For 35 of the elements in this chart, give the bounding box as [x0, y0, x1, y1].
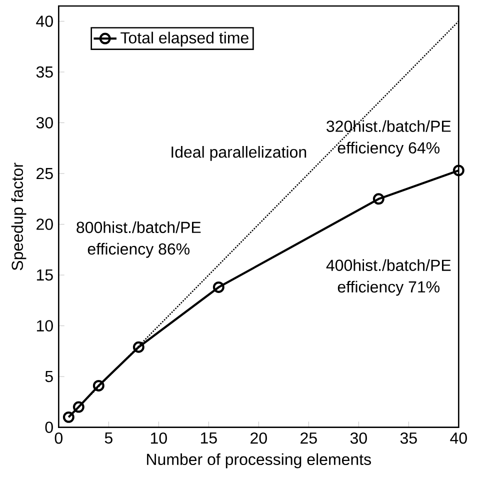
annotation: 800hist./batch/PE — [76, 221, 201, 234]
y-tick-label: 40 — [36, 16, 53, 27]
point — [372, 193, 384, 205]
x-tick-label: 15 — [200, 432, 217, 444]
x-tick-label: 5 — [104, 432, 112, 444]
y-tick-label: 25 — [36, 168, 53, 180]
x-axis-title: Number of processing elements — [147, 453, 371, 468]
point — [452, 164, 464, 176]
y-tick-label: 35 — [36, 66, 53, 78]
point — [72, 401, 84, 413]
x-tick-label: 20 — [250, 432, 267, 444]
y-tick-label: 5 — [45, 370, 53, 382]
x-tick-label: 0 — [54, 432, 62, 444]
y-tick-label: 20 — [36, 218, 53, 230]
annotation: 320hist./batch/PE — [326, 120, 451, 132]
annotation: efficiency 71% — [338, 280, 440, 296]
annotation: efficiency 64% — [338, 142, 440, 157]
x-tick-label: 40 — [450, 432, 467, 444]
y-tick-label: 10 — [36, 320, 53, 332]
y-tick-label: 30 — [36, 117, 53, 128]
x-tick-label: 25 — [300, 432, 317, 444]
y-tick-label: 15 — [36, 269, 53, 281]
y-axis-title: Speedup factor — [11, 162, 26, 270]
legend-label: Total elapsed time — [120, 32, 248, 47]
annotation: 400hist./batch/PE — [326, 259, 451, 271]
x-tick-label: 10 — [150, 432, 167, 444]
x-tick-label: 30 — [350, 432, 367, 444]
point — [212, 281, 224, 293]
x-tick-label: 35 — [400, 432, 417, 444]
point — [62, 411, 74, 423]
annotation: Ideal parallelization — [172, 146, 306, 161]
point — [92, 380, 104, 392]
y-tick-label: 0 — [45, 422, 53, 433]
point — [132, 341, 144, 353]
annotation: efficiency 86% — [88, 242, 190, 258]
